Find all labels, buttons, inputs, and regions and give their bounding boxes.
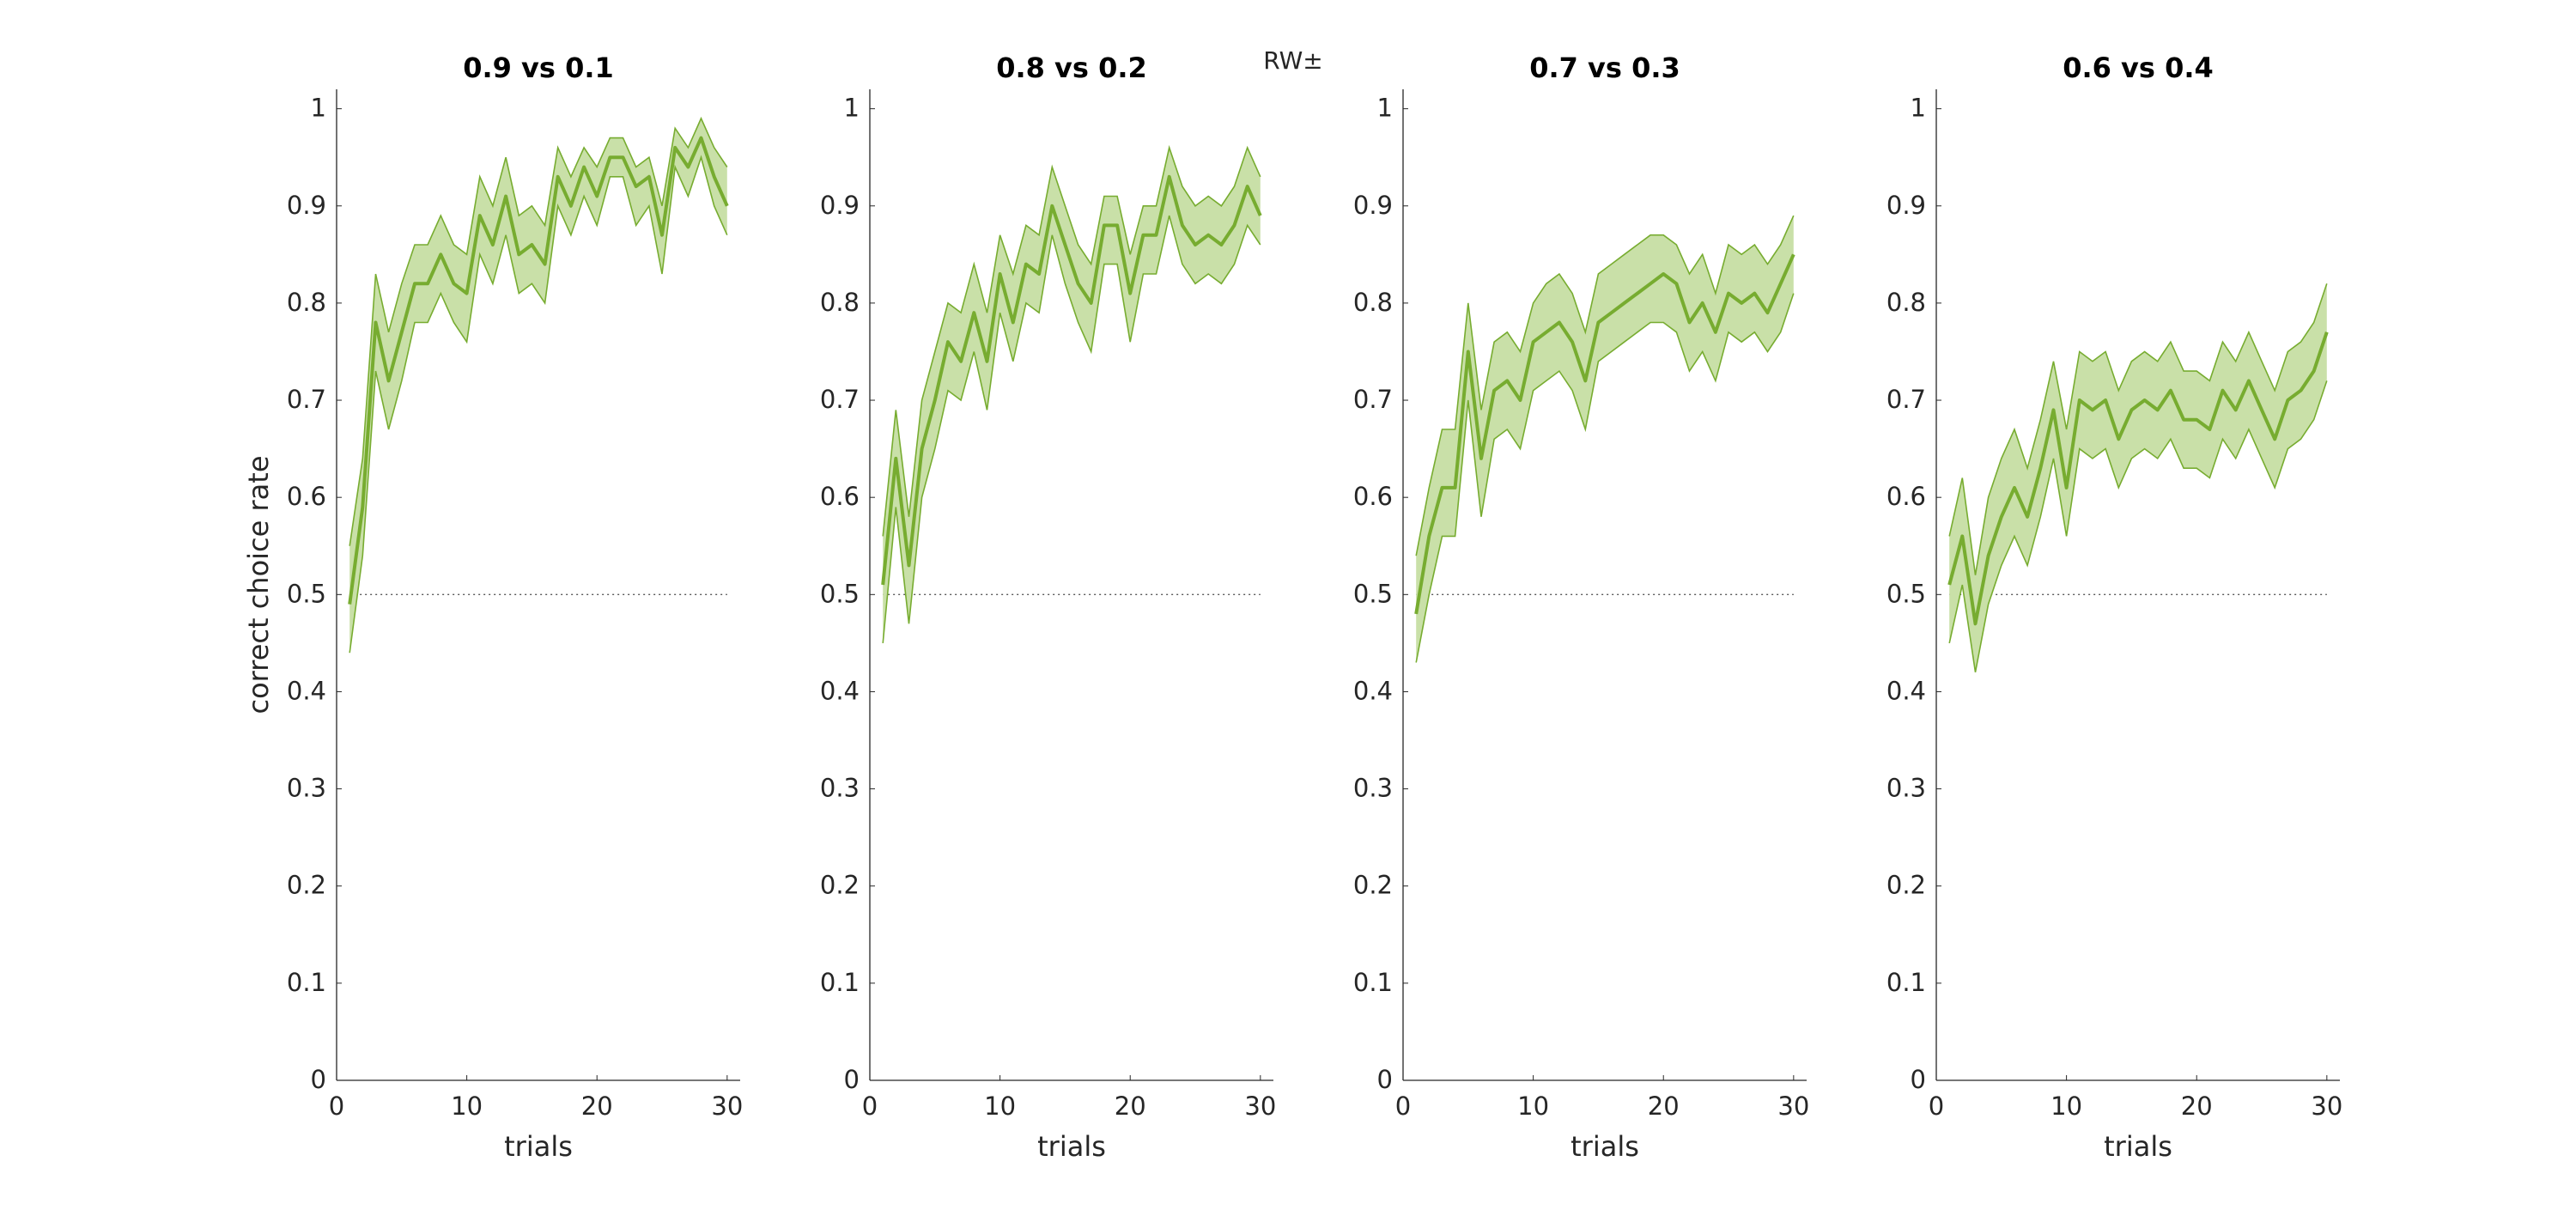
y-tick-label: 0.9 — [1886, 191, 1926, 220]
confidence-band — [349, 118, 727, 654]
x-axis-label: trials — [1037, 1130, 1106, 1163]
x-axis-label: trials — [504, 1130, 573, 1163]
mean-line — [1947, 331, 2329, 626]
x-tick-label: 0 — [1395, 1091, 1411, 1121]
y-tick-label: 0.7 — [1886, 385, 1926, 414]
y-tick-label: 0.4 — [1886, 676, 1926, 705]
x-tick-label: 0 — [862, 1091, 878, 1121]
band-upper-edge — [349, 116, 728, 546]
panel-3: 00.10.20.30.40.50.60.70.80.910 10 20 300.7 … — [1353, 52, 1809, 1163]
y-tick-label: 0.5 — [820, 579, 860, 608]
x-tick-label: 30 — [1244, 1091, 1276, 1121]
y-tick-label: 0.2 — [1353, 871, 1393, 900]
y-tick-label: 0.3 — [1353, 774, 1393, 803]
panel-4: 00.10.20.30.40.50.60.70.80.910 10 20 300.6 … — [1886, 52, 2342, 1163]
panel-2: 00.10.20.30.40.50.60.70.80.910 10 20 300.8 … — [820, 52, 1276, 1163]
y-tick-label: 0 — [1911, 1065, 1926, 1094]
x-tick-label: 30 — [1777, 1091, 1809, 1121]
y-tick-label: 0.6 — [1353, 482, 1393, 511]
y-tick-label: 1 — [844, 94, 860, 123]
y-tick-label: 0 — [844, 1065, 860, 1094]
y-tick-label: 0.2 — [820, 871, 860, 900]
y-tick-label: 0.8 — [1886, 288, 1926, 317]
x-tick-label: 0 — [1929, 1091, 1944, 1121]
y-tick-label: 0.8 — [287, 288, 326, 317]
y-tick-label: 1 — [1911, 94, 1926, 123]
y-tick-label: 0.7 — [820, 385, 860, 414]
y-tick-label: 0.8 — [820, 288, 860, 317]
panel-title: 0.8 vs 0.2 — [996, 52, 1147, 84]
confidence-band — [1416, 216, 1794, 663]
y-tick-label: 0.3 — [1886, 774, 1926, 803]
mean-line — [1414, 253, 1795, 615]
y-tick-label: 0.9 — [820, 191, 860, 220]
y-tick-label: 0.6 — [287, 482, 326, 511]
y-tick-label: 0.7 — [1353, 385, 1393, 414]
figure-suptitle: RW± — [1263, 46, 1322, 75]
band-lower-edge — [349, 155, 728, 654]
y-tick-label: 0.1 — [1886, 968, 1926, 997]
band-lower-edge — [882, 215, 1261, 643]
x-axis-label: trials — [1571, 1130, 1639, 1163]
y-tick-label: 0.2 — [287, 871, 326, 900]
y-tick-label: 0.9 — [287, 191, 326, 220]
panel-title: 0.7 vs 0.3 — [1529, 52, 1680, 84]
x-tick-label: 20 — [581, 1091, 613, 1121]
x-tick-label: 10 — [1517, 1091, 1549, 1121]
x-tick-label: 20 — [1648, 1091, 1680, 1121]
y-tick-label: 0.9 — [1353, 191, 1393, 220]
y-tick-label: 0.6 — [1886, 482, 1926, 511]
y-axis-label: correct choice rate — [242, 455, 275, 714]
confidence-band — [883, 147, 1261, 643]
y-tick-label: 0.1 — [1353, 968, 1393, 997]
y-tick-label: 0.5 — [287, 579, 326, 608]
x-tick-label: 30 — [2311, 1091, 2342, 1121]
band-lower-edge — [1415, 293, 1795, 663]
y-tick-label: 1 — [311, 94, 326, 123]
y-tick-label: 0.8 — [1353, 288, 1393, 317]
x-axis-label: trials — [2104, 1130, 2172, 1163]
y-tick-label: 0.4 — [820, 676, 860, 705]
panel-1: 00.10.20.30.40.50.60.70.80.910 10 20 300.9 … — [242, 52, 743, 1163]
panel-title: 0.9 vs 0.1 — [463, 52, 614, 84]
mean-line — [881, 174, 1262, 586]
confidence-band — [1949, 283, 2327, 672]
x-tick-label: 10 — [451, 1091, 483, 1121]
x-tick-label: 0 — [329, 1091, 344, 1121]
panel-title: 0.6 vs 0.4 — [2063, 52, 2214, 84]
y-tick-label: 0.2 — [1886, 871, 1926, 900]
y-tick-label: 0 — [1377, 1065, 1393, 1094]
y-tick-label: 1 — [1377, 94, 1393, 123]
mean-line — [348, 136, 729, 605]
y-tick-label: 0.3 — [287, 774, 326, 803]
y-tick-label: 0.5 — [1353, 579, 1393, 608]
band-upper-edge — [1948, 283, 2328, 575]
y-tick-label: 0.3 — [820, 774, 860, 803]
y-tick-label: 0.1 — [820, 968, 860, 997]
x-tick-label: 10 — [2050, 1091, 2082, 1121]
y-tick-label: 0.7 — [287, 385, 326, 414]
y-tick-label: 0.5 — [1886, 579, 1926, 608]
band-upper-edge — [1415, 215, 1795, 556]
x-tick-label: 30 — [711, 1091, 743, 1121]
y-tick-label: 0 — [311, 1065, 326, 1094]
band-lower-edge — [1948, 380, 2328, 672]
x-tick-label: 20 — [2181, 1091, 2213, 1121]
y-tick-label: 0.4 — [1353, 676, 1393, 705]
x-tick-label: 20 — [1115, 1091, 1146, 1121]
y-tick-label: 0.1 — [287, 968, 326, 997]
y-tick-label: 0.4 — [287, 676, 326, 705]
y-tick-label: 0.6 — [820, 482, 860, 511]
x-tick-label: 10 — [984, 1091, 1016, 1121]
band-upper-edge — [882, 144, 1261, 537]
